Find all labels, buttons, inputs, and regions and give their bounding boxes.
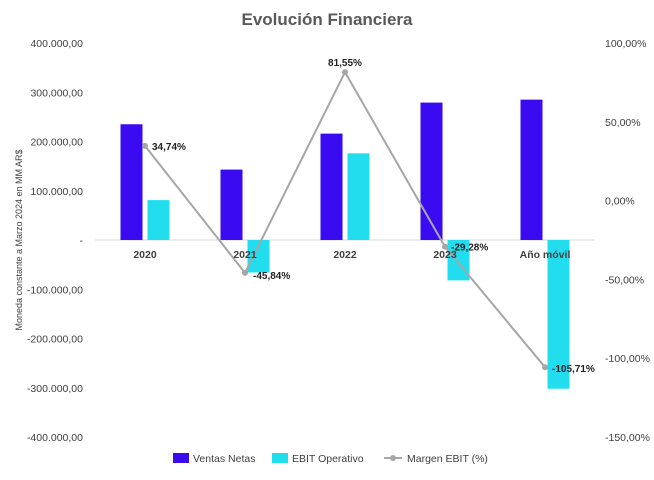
- line-point: [442, 243, 448, 250]
- y2-tick-label: -100,00%: [605, 353, 650, 365]
- legend-swatch: [272, 453, 288, 463]
- line-layer: [142, 69, 548, 371]
- data-label: 81,55%: [328, 58, 362, 69]
- y2-tick-label: 0,00%: [605, 196, 635, 208]
- y2-tick-label: -150,00%: [605, 432, 650, 444]
- line-point: [542, 364, 548, 371]
- chart-title: Evolución Financiera: [242, 10, 414, 29]
- y-tick-label: -100.000,00: [27, 284, 83, 296]
- x-tick-label: 2022: [333, 249, 357, 261]
- y2-tick-label: 100,00%: [605, 38, 646, 50]
- y-axis-label: Moneda constante a Marzo 2024 en MM AR$: [14, 149, 24, 330]
- axis-layer: 400.000,00 300.000,00 200.000,00 100.000,00…: [27, 38, 650, 444]
- line-point: [242, 269, 248, 276]
- bar-ventas-netas: [220, 169, 243, 240]
- y-tick-label: 400.000,00: [30, 38, 83, 50]
- data-label: -105,71%: [552, 364, 595, 375]
- bar-layer: [120, 99, 570, 389]
- legend-label: Ventas Netas: [193, 453, 255, 465]
- bar-ebit-operativo: [147, 200, 170, 240]
- legend-swatch: [173, 453, 189, 463]
- bar-ventas-netas: [120, 124, 143, 240]
- data-label: 34,74%: [152, 142, 186, 153]
- data-label: -29,28%: [451, 243, 488, 254]
- line-point: [342, 69, 348, 76]
- data-label: -45,84%: [253, 271, 290, 282]
- y-tick-label: -200.000,00: [27, 334, 83, 346]
- y2-tick-label: -50,00%: [605, 274, 644, 286]
- y-tick-label: -400.000,00: [27, 432, 83, 444]
- y-tick-label: 100.000,00: [30, 186, 83, 198]
- y-tick-label: -: [80, 235, 84, 247]
- bar-ventas-netas: [320, 133, 343, 240]
- x-tick-label: 2023: [433, 249, 457, 261]
- legend-label: EBIT Operativo: [292, 453, 364, 465]
- label-layer: 2020 2021 2022 2023 Año móvil 34,74% -45,84% 81…: [133, 58, 595, 375]
- legend-marker: [390, 455, 396, 461]
- legend-label: Margen EBIT (%): [407, 453, 488, 465]
- bar-ventas-netas: [520, 99, 543, 240]
- bar-ebit-operativo: [547, 240, 570, 389]
- x-tick-label: 2021: [233, 249, 257, 261]
- y2-tick-label: 50,00%: [605, 117, 641, 129]
- line-point: [142, 142, 148, 149]
- y-tick-label: 200.000,00: [30, 137, 83, 149]
- bar-ebit-operativo: [247, 240, 270, 273]
- y-tick-label: -300.000,00: [27, 383, 83, 395]
- x-tick-label: 2020: [133, 249, 157, 261]
- y-tick-label: 300.000,00: [30, 87, 83, 99]
- bar-ebit-operativo: [347, 153, 370, 240]
- x-tick-label: Año móvil: [520, 249, 571, 261]
- line-margen-ebit: [144, 69, 546, 368]
- legend: Ventas Netas EBIT Operativo Margen EBIT (%…: [173, 453, 488, 465]
- bar-ventas-netas: [420, 102, 443, 240]
